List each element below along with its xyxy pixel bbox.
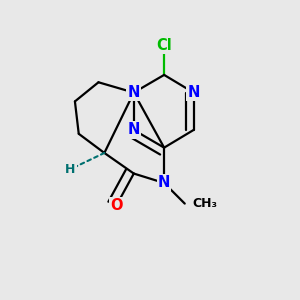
Text: N: N [128,85,140,100]
Text: N: N [128,122,140,137]
Text: Cl: Cl [156,38,172,53]
Text: H: H [65,163,76,176]
Text: N: N [158,176,170,190]
Text: N: N [188,85,200,100]
Text: CH₃: CH₃ [192,197,217,210]
Text: O: O [110,198,122,213]
